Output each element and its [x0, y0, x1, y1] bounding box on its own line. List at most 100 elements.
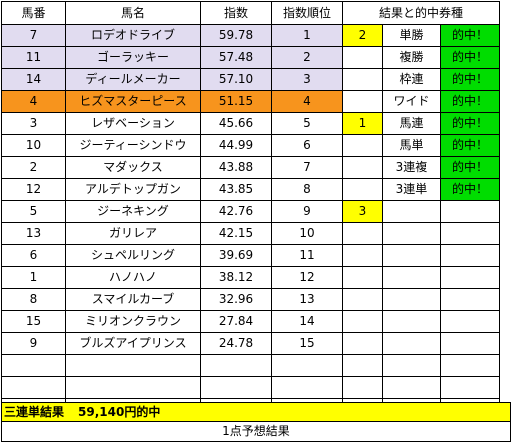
cell-hit-status[interactable] — [440, 354, 500, 377]
cell-hit-status[interactable]: 的中！ — [440, 24, 500, 47]
header-rank[interactable]: 指数順位 — [271, 1, 343, 25]
cell-bet-type[interactable] — [382, 354, 441, 377]
cell-hit-status[interactable] — [440, 376, 500, 399]
cell-horse-number[interactable] — [1, 376, 66, 399]
cell-result-mark[interactable] — [342, 310, 383, 333]
cell-result-mark[interactable] — [342, 354, 383, 377]
cell-horse-number[interactable]: 4 — [1, 90, 66, 113]
footer-label[interactable]: 1点予想結果 — [1, 421, 511, 442]
cell-hit-status[interactable]: 的中！ — [440, 134, 500, 157]
cell-horse-number[interactable]: 12 — [1, 178, 66, 201]
header-index[interactable]: 指数 — [200, 1, 272, 25]
cell-index-rank[interactable]: 7 — [271, 156, 343, 179]
cell-index[interactable]: 43.85 — [200, 178, 272, 201]
cell-bet-type[interactable]: 馬単 — [382, 134, 441, 157]
cell-index-rank[interactable]: 10 — [271, 222, 343, 245]
cell-index-rank[interactable]: 13 — [271, 288, 343, 311]
cell-hit-status[interactable]: 的中！ — [440, 178, 500, 201]
cell-index-rank[interactable]: 11 — [271, 244, 343, 267]
cell-result-mark[interactable] — [342, 46, 383, 69]
cell-horse-number[interactable]: 2 — [1, 156, 66, 179]
cell-hit-status[interactable] — [440, 332, 500, 355]
cell-result-mark[interactable] — [342, 134, 383, 157]
cell-hit-status[interactable]: 的中！ — [440, 156, 500, 179]
cell-hit-status[interactable]: 的中！ — [440, 112, 500, 135]
cell-horse-name[interactable]: ロデオドライブ — [65, 24, 201, 47]
cell-index-rank[interactable]: 5 — [271, 112, 343, 135]
cell-index-rank[interactable]: 2 — [271, 46, 343, 69]
cell-hit-status[interactable]: 的中！ — [440, 90, 500, 113]
cell-horse-number[interactable]: 10 — [1, 134, 66, 157]
cell-index[interactable]: 45.66 — [200, 112, 272, 135]
cell-index[interactable]: 27.84 — [200, 310, 272, 333]
cell-horse-name[interactable]: スマイルカーブ — [65, 288, 201, 311]
cell-bet-type[interactable] — [382, 332, 441, 355]
cell-index-rank[interactable]: 3 — [271, 68, 343, 91]
cell-horse-number[interactable]: 11 — [1, 46, 66, 69]
cell-horse-name[interactable]: ハノハノ — [65, 266, 201, 289]
cell-bet-type[interactable] — [382, 200, 441, 223]
cell-horse-name[interactable]: ディールメーカー — [65, 68, 201, 91]
cell-result-mark[interactable] — [342, 332, 383, 355]
cell-bet-type[interactable]: 3連単 — [382, 178, 441, 201]
cell-index[interactable]: 44.99 — [200, 134, 272, 157]
cell-index[interactable]: 57.10 — [200, 68, 272, 91]
cell-bet-type[interactable]: 3連複 — [382, 156, 441, 179]
cell-bet-type[interactable] — [382, 376, 441, 399]
cell-horse-name[interactable]: ガリレア — [65, 222, 201, 245]
cell-horse-name[interactable]: レザベーション — [65, 112, 201, 135]
cell-hit-status[interactable] — [440, 266, 500, 289]
cell-index[interactable] — [200, 354, 272, 377]
cell-bet-type[interactable]: 複勝 — [382, 46, 441, 69]
cell-result-mark[interactable] — [342, 222, 383, 245]
cell-result-mark[interactable] — [342, 90, 383, 113]
cell-bet-type[interactable] — [382, 310, 441, 333]
cell-horse-number[interactable]: 13 — [1, 222, 66, 245]
cell-index-rank[interactable]: 12 — [271, 266, 343, 289]
cell-horse-number[interactable]: 15 — [1, 310, 66, 333]
cell-horse-number[interactable]: 7 — [1, 24, 66, 47]
cell-hit-status[interactable]: 的中！ — [440, 68, 500, 91]
cell-index[interactable]: 42.15 — [200, 222, 272, 245]
cell-result-mark[interactable] — [342, 266, 383, 289]
cell-index-rank[interactable] — [271, 376, 343, 399]
cell-horse-name[interactable]: シュペルリング — [65, 244, 201, 267]
cell-horse-name[interactable]: ジーネキング — [65, 200, 201, 223]
cell-horse-name[interactable] — [65, 354, 201, 377]
cell-horse-number[interactable]: 5 — [1, 200, 66, 223]
cell-result-mark[interactable] — [342, 156, 383, 179]
cell-result-mark[interactable]: 1 — [342, 112, 383, 135]
cell-horse-name[interactable]: アルデトップガン — [65, 178, 201, 201]
cell-bet-type[interactable]: ワイド — [382, 90, 441, 113]
header-name[interactable]: 馬名 — [65, 1, 201, 25]
cell-index[interactable]: 38.12 — [200, 266, 272, 289]
cell-result-mark[interactable] — [342, 178, 383, 201]
cell-index-rank[interactable]: 1 — [271, 24, 343, 47]
cell-bet-type[interactable] — [382, 266, 441, 289]
cell-hit-status[interactable] — [440, 222, 500, 245]
cell-index[interactable]: 32.96 — [200, 288, 272, 311]
cell-horse-name[interactable]: ブルズアイプリンス — [65, 332, 201, 355]
cell-index[interactable]: 43.88 — [200, 156, 272, 179]
cell-index-rank[interactable]: 9 — [271, 200, 343, 223]
cell-result-mark[interactable] — [342, 376, 383, 399]
cell-index[interactable]: 51.15 — [200, 90, 272, 113]
header-result[interactable]: 結果と的中券種 — [342, 1, 500, 25]
cell-bet-type[interactable]: 単勝 — [382, 24, 441, 47]
cell-index-rank[interactable]: 6 — [271, 134, 343, 157]
cell-hit-status[interactable] — [440, 244, 500, 267]
header-num[interactable]: 馬番 — [1, 1, 66, 25]
cell-hit-status[interactable] — [440, 310, 500, 333]
cell-index-rank[interactable]: 15 — [271, 332, 343, 355]
cell-index-rank[interactable]: 8 — [271, 178, 343, 201]
cell-horse-name[interactable]: ヒズマスターピース — [65, 90, 201, 113]
cell-index[interactable]: 24.78 — [200, 332, 272, 355]
cell-horse-name[interactable]: ミリオンクラウン — [65, 310, 201, 333]
cell-result-mark[interactable]: 3 — [342, 200, 383, 223]
cell-result-mark[interactable] — [342, 244, 383, 267]
cell-horse-number[interactable] — [1, 354, 66, 377]
cell-bet-type[interactable] — [382, 222, 441, 245]
cell-horse-number[interactable]: 9 — [1, 332, 66, 355]
cell-result-mark[interactable] — [342, 68, 383, 91]
cell-horse-name[interactable]: ゴーラッキー — [65, 46, 201, 69]
